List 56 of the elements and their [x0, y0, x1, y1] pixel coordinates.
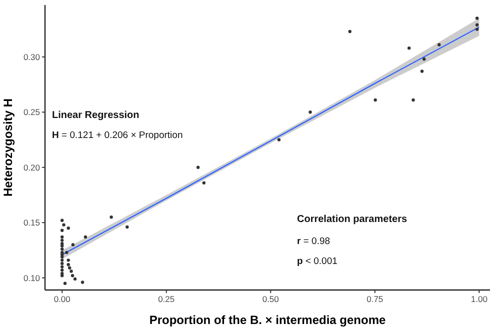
point — [62, 223, 66, 226]
point — [277, 138, 281, 142]
point — [60, 228, 64, 232]
x-tick-label: 0.25 — [158, 294, 175, 304]
point — [60, 218, 64, 222]
point — [475, 28, 479, 31]
point — [73, 277, 77, 281]
point — [374, 98, 377, 102]
point — [66, 262, 70, 266]
y-tick-label: 0.15 — [23, 218, 40, 228]
annotation: H = 0.121 + 0.206 × Proportion — [52, 130, 183, 141]
point — [126, 225, 129, 229]
point — [308, 110, 312, 114]
point — [66, 226, 70, 230]
point — [420, 70, 424, 73]
y-axis-title: Heterozygosity H — [1, 98, 15, 197]
point — [60, 258, 64, 262]
point — [65, 250, 68, 254]
point — [60, 265, 64, 268]
x-tick-label: 1.00 — [470, 294, 488, 304]
point — [438, 43, 441, 46]
point — [60, 274, 64, 278]
x-axis-title: Proportion of the B. × intermedia genome — [149, 313, 386, 327]
point — [110, 215, 113, 219]
point — [66, 258, 70, 262]
y-tick-label: 0.10 — [23, 272, 40, 283]
point — [60, 268, 64, 272]
x-tick-label: 0.00 — [54, 294, 71, 304]
point — [202, 181, 206, 184]
point — [407, 46, 411, 50]
point — [71, 243, 75, 246]
point — [348, 30, 352, 34]
point — [412, 98, 415, 102]
point — [60, 235, 64, 239]
annotation: p < 0.001 — [297, 256, 338, 267]
x-tick-label: 0.50 — [262, 294, 280, 304]
annotation: Correlation parameters — [297, 214, 408, 225]
annotation: Linear Regression — [52, 110, 140, 121]
point — [422, 58, 426, 61]
y-tick-label: 0.20 — [23, 162, 40, 172]
x-tick-label: 0.75 — [366, 294, 384, 304]
point — [80, 280, 84, 284]
point — [60, 262, 64, 266]
point — [84, 235, 88, 239]
point — [70, 274, 74, 278]
point — [68, 266, 72, 270]
y-tick-label: 0.30 — [23, 52, 40, 62]
y-tick-label: 0.25 — [23, 107, 40, 118]
point — [70, 270, 73, 273]
point — [196, 166, 200, 169]
point — [63, 282, 67, 285]
point — [60, 238, 64, 242]
point — [475, 16, 479, 20]
point — [60, 248, 64, 251]
annotation: r = 0.98 — [297, 236, 330, 247]
point — [475, 23, 479, 26]
